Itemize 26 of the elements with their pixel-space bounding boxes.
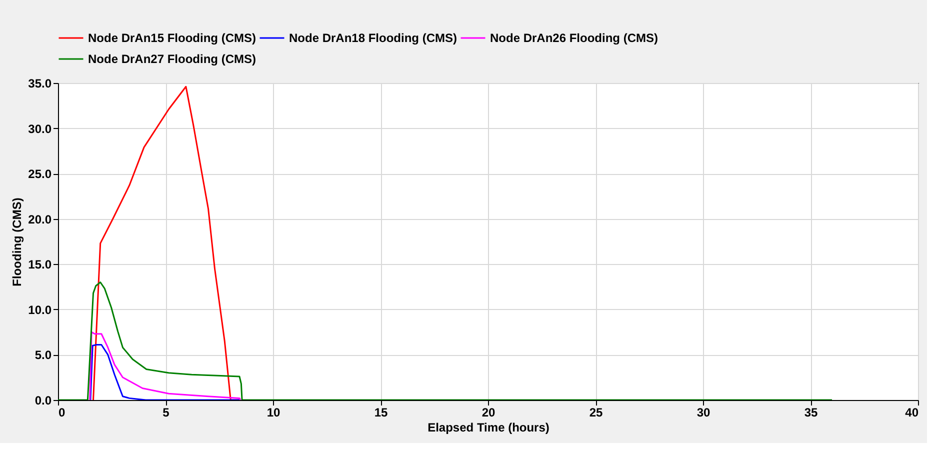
x-axis-title: Elapsed Time (hours) [428, 420, 550, 434]
line-series [58, 282, 833, 400]
x-tick-label: 5 [162, 406, 170, 420]
line-series [89, 331, 242, 400]
y-tick-label: 35.0 [28, 76, 52, 90]
legend-label: Node DrAn27 Flooding (CMS) [88, 52, 256, 66]
x-tick-label: 30 [696, 406, 710, 420]
y-tick-label: 15.0 [28, 258, 52, 272]
y-axis-title: Flooding (CMS) [10, 198, 24, 286]
line-series [90, 344, 242, 400]
y-tick-label: 25.0 [28, 167, 52, 182]
x-tick-label: 15 [374, 406, 388, 420]
x-tick-label: 0 [58, 406, 66, 420]
legend-label: Node DrAn18 Flooding (CMS) [289, 31, 457, 45]
x-tick-label: 10 [266, 406, 280, 420]
y-tick-label: 20.0 [28, 212, 52, 226]
y-tick-label: 10.0 [28, 302, 52, 317]
x-tick-label: 40 [905, 406, 919, 420]
legend-label: Node DrAn15 Flooding (CMS) [88, 31, 256, 45]
x-tick-label: 35 [804, 406, 818, 420]
y-tick-label: 0.0 [34, 394, 52, 408]
legend-label: Node DrAn26 Flooding (CMS) [490, 31, 658, 45]
y-tick-label: 5.0 [34, 348, 52, 362]
x-tick-label: 20 [482, 406, 496, 420]
y-tick-label: 30.0 [28, 122, 52, 136]
x-tick-label: 25 [589, 406, 603, 420]
